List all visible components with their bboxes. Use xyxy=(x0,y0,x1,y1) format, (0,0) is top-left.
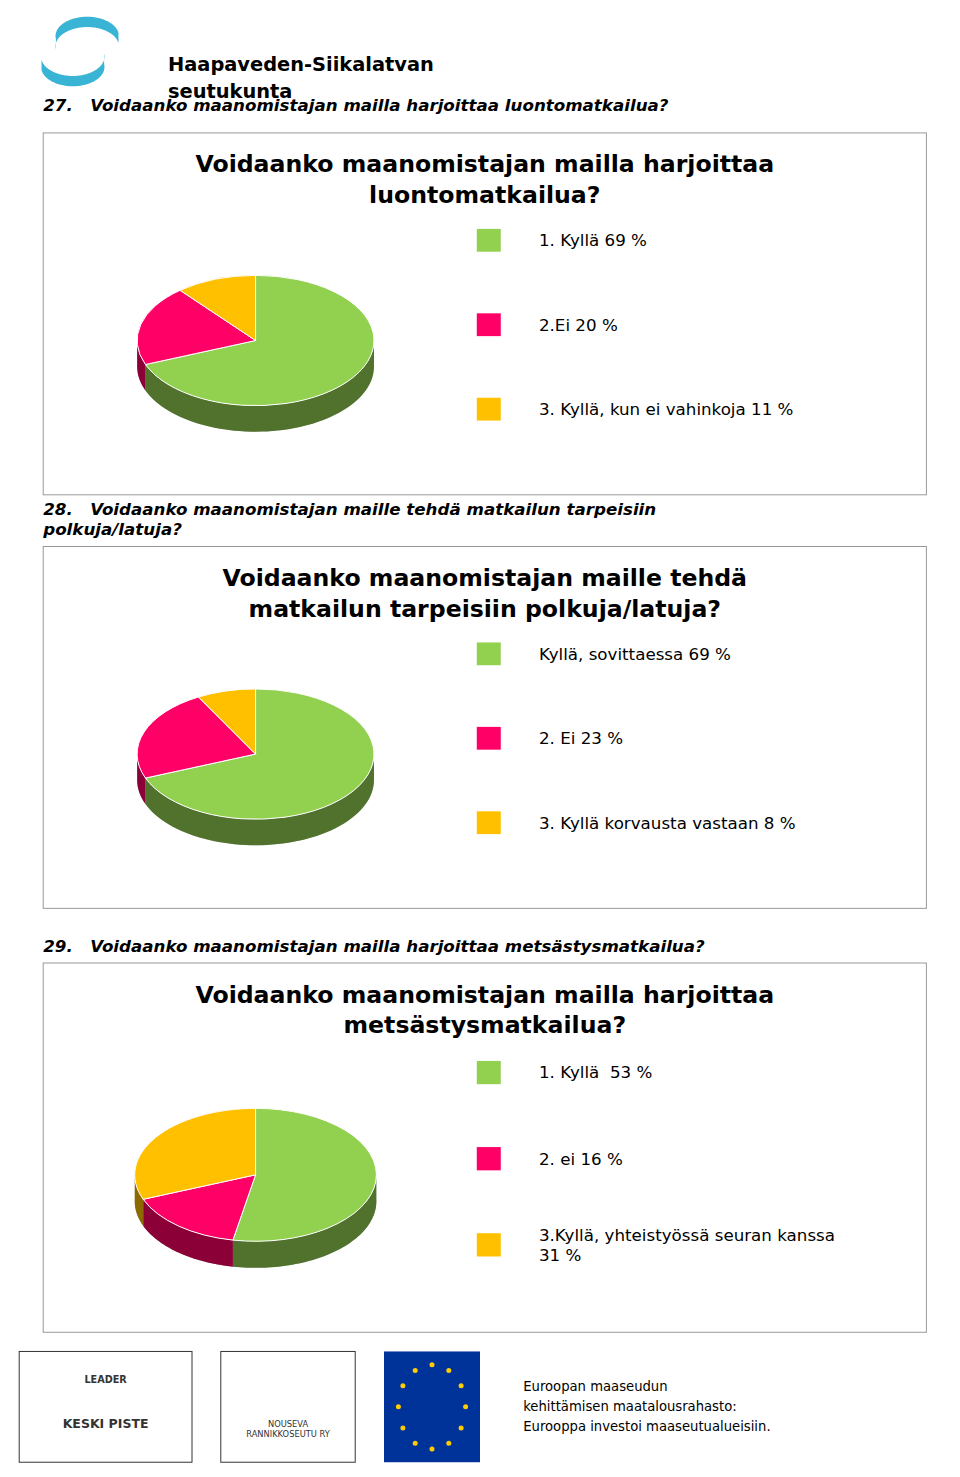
panel-frame xyxy=(43,133,926,495)
legend-swatch xyxy=(477,727,501,750)
legend-swatch xyxy=(477,1147,501,1170)
pie-marks xyxy=(137,689,374,845)
logo-arc xyxy=(42,54,105,87)
question-label: 27. Voidaanko maanomistajan mailla harjo… xyxy=(43,95,669,115)
chart-title: Voidaanko maanomistajan mailla harjoitta… xyxy=(195,981,774,1040)
eu-flag-star xyxy=(413,1441,418,1446)
eu-flag-star xyxy=(400,1425,405,1430)
legend-entry: Kyllä, sovittaessa 69 % xyxy=(539,644,731,664)
legend-swatch xyxy=(477,398,501,421)
pie-slice xyxy=(180,275,255,340)
chart-title: Voidaanko maanomistajan maille tehdämatk… xyxy=(223,564,748,623)
logo-arc xyxy=(56,17,119,50)
chart-title: Voidaanko maanomistajan mailla harjoitta… xyxy=(195,150,774,209)
pie-panel: 27. Voidaanko maanomistajan mailla harjo… xyxy=(43,95,926,495)
eu-flag-star xyxy=(430,1362,435,1367)
eu-flag-star xyxy=(400,1383,405,1388)
legend-entry: 3. Kyllä korvausta vastaan 8 % xyxy=(539,813,796,833)
page: Haapaveden-Siikalatvanseutukunta27. Void… xyxy=(0,0,960,1477)
eu-flag-star xyxy=(430,1446,435,1451)
question-label: 28. Voidaanko maanomistajan maille tehdä… xyxy=(42,499,656,539)
eu-flag-star xyxy=(413,1368,418,1373)
eu-flag-star xyxy=(459,1383,464,1388)
pie-slice xyxy=(198,689,255,754)
eu-flag-field xyxy=(384,1351,480,1462)
pie-marks xyxy=(137,275,374,431)
legend: 1. Kyllä 53 % 2. ei 16 % 3.Kyllä, yhteisty… xyxy=(477,1061,835,1265)
legend-swatch xyxy=(477,313,501,336)
question-label: 29. Voidaanko maanomistajan mailla harjo… xyxy=(43,936,705,956)
pie-panel: 29. Voidaanko maanomistajan mailla harjo… xyxy=(43,936,926,1333)
legend-swatch xyxy=(477,1061,501,1084)
legend: 1. Kyllä 69 % 2.Ei 20 % 3. Kyllä, kun ei v… xyxy=(477,229,794,421)
legend-swatch xyxy=(477,229,501,252)
pie-panel: 28. Voidaanko maanomistajan maille tehdä… xyxy=(42,499,926,908)
legend-entry: 1. Kyllä 53 % xyxy=(539,1062,652,1082)
legend-entry: 2.Ei 20 % xyxy=(539,315,618,335)
eu-flag-star xyxy=(463,1404,468,1409)
legend-swatch xyxy=(477,642,501,665)
eu-flag-star xyxy=(446,1368,451,1373)
footer-logo-text: KESKI PISTE xyxy=(63,1416,149,1431)
legend-entry: 1. Kyllä 69 % xyxy=(539,230,647,250)
legend-swatch xyxy=(477,811,501,834)
footer-logo-text: NOUSEVARANNIKKOSEUTU RY xyxy=(246,1419,331,1439)
legend-entry: 2. Ei 23 % xyxy=(539,728,623,748)
logo xyxy=(42,17,119,87)
legend-entry: 3.Kyllä, yhteistyössä seuran kanssa31 % xyxy=(539,1225,835,1265)
pie-marks xyxy=(135,1108,377,1268)
eu-flag-star xyxy=(459,1425,464,1430)
legend-swatch xyxy=(477,1233,501,1256)
eu-flag-star xyxy=(396,1404,401,1409)
legend-entry: 2. ei 16 % xyxy=(539,1149,623,1169)
panel-frame xyxy=(43,963,926,1332)
eu-flag xyxy=(384,1351,480,1462)
eu-flag-star xyxy=(446,1441,451,1446)
panel-frame xyxy=(43,546,926,908)
legend: Kyllä, sovittaessa 69 % 2. Ei 23 % 3. Kyll… xyxy=(477,642,796,834)
footer-text: Euroopan maaseudunkehittämisen maatalous… xyxy=(523,1379,770,1434)
legend-entry: 3. Kyllä, kun ei vahinkoja 11 % xyxy=(539,399,793,419)
footer-logo-text: LEADER xyxy=(84,1374,127,1385)
footer-logo-box xyxy=(221,1351,355,1462)
pie-slice xyxy=(135,1108,256,1199)
footer-logo-box xyxy=(19,1351,192,1462)
